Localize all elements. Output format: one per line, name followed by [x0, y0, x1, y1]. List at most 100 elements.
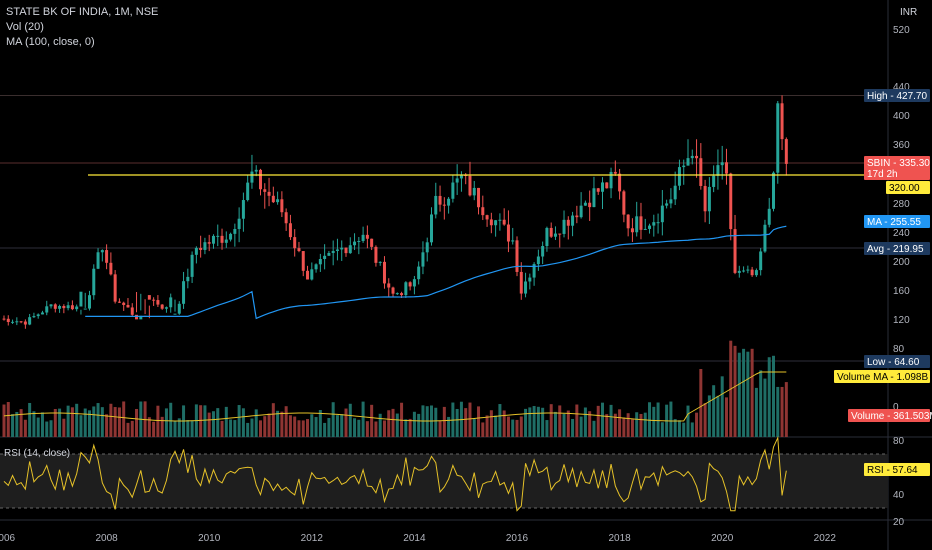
- candle-body[interactable]: [447, 198, 451, 206]
- candle-body[interactable]: [682, 165, 686, 168]
- candle-body[interactable]: [669, 199, 673, 204]
- candle-body[interactable]: [105, 250, 109, 263]
- candle-body[interactable]: [780, 103, 784, 140]
- candle-body[interactable]: [391, 287, 395, 294]
- candle-body[interactable]: [306, 270, 310, 280]
- candle-body[interactable]: [293, 237, 297, 249]
- candle-body[interactable]: [408, 282, 412, 287]
- candle-body[interactable]: [583, 202, 587, 206]
- candle-body[interactable]: [100, 250, 104, 253]
- candle-body[interactable]: [173, 313, 177, 315]
- candle-body[interactable]: [177, 303, 181, 314]
- candle-body[interactable]: [592, 188, 596, 208]
- candle-body[interactable]: [549, 227, 553, 237]
- candle-body[interactable]: [566, 219, 570, 226]
- candle-body[interactable]: [32, 316, 36, 318]
- candle-body[interactable]: [724, 162, 728, 174]
- candle-body[interactable]: [190, 254, 194, 277]
- candle-body[interactable]: [459, 174, 463, 179]
- candle-body[interactable]: [117, 301, 121, 303]
- candle-body[interactable]: [412, 279, 416, 287]
- candle-body[interactable]: [699, 158, 703, 186]
- candle-body[interactable]: [562, 219, 566, 234]
- candle-body[interactable]: [186, 276, 190, 282]
- candle-body[interactable]: [746, 269, 750, 271]
- candle-body[interactable]: [430, 214, 433, 243]
- candle-body[interactable]: [759, 251, 763, 271]
- candle-body[interactable]: [297, 248, 301, 252]
- candle-body[interactable]: [139, 315, 143, 320]
- candle-body[interactable]: [528, 277, 532, 282]
- candle-body[interactable]: [70, 305, 74, 310]
- candle-body[interactable]: [660, 205, 664, 223]
- candle-body[interactable]: [400, 293, 404, 296]
- candle-body[interactable]: [365, 234, 369, 239]
- candle-body[interactable]: [737, 270, 741, 273]
- candle-body[interactable]: [618, 173, 622, 192]
- candle-body[interactable]: [763, 224, 767, 252]
- candle-body[interactable]: [742, 270, 746, 272]
- candle-body[interactable]: [575, 215, 579, 218]
- candle-body[interactable]: [703, 185, 707, 212]
- candle-body[interactable]: [374, 246, 378, 263]
- candle-body[interactable]: [686, 158, 690, 166]
- candle-body[interactable]: [630, 228, 634, 233]
- candle-body[interactable]: [451, 182, 455, 199]
- candle-body[interactable]: [776, 103, 780, 173]
- candle-body[interactable]: [605, 182, 609, 189]
- candle-body[interactable]: [571, 215, 575, 226]
- candle-body[interactable]: [53, 304, 57, 309]
- candle-body[interactable]: [122, 302, 126, 305]
- candle-body[interactable]: [417, 266, 421, 280]
- candle-body[interactable]: [494, 220, 498, 226]
- candle-body[interactable]: [246, 182, 250, 201]
- candle-body[interactable]: [673, 185, 677, 200]
- candle-body[interactable]: [237, 218, 241, 230]
- volume-indicator-title[interactable]: Vol (20): [6, 21, 44, 33]
- candle-body[interactable]: [656, 222, 660, 224]
- candle-body[interactable]: [109, 262, 113, 275]
- candle-body[interactable]: [267, 191, 271, 196]
- candle-body[interactable]: [318, 259, 322, 265]
- candle-body[interactable]: [224, 239, 228, 243]
- candle-body[interactable]: [353, 241, 357, 246]
- candle-body[interactable]: [712, 175, 716, 187]
- candle-body[interactable]: [733, 229, 737, 273]
- candle-body[interactable]: [126, 304, 130, 308]
- candle-body[interactable]: [62, 305, 66, 309]
- candle-body[interactable]: [622, 191, 626, 215]
- candle-body[interactable]: [754, 270, 758, 276]
- candle-body[interactable]: [92, 268, 96, 296]
- candle-body[interactable]: [609, 171, 613, 189]
- symbol-title[interactable]: STATE BK OF INDIA, 1M, NSE: [6, 6, 159, 18]
- candle-body[interactable]: [477, 187, 481, 208]
- candle-body[interactable]: [335, 249, 339, 251]
- candle-body[interactable]: [241, 200, 245, 219]
- candle-body[interactable]: [348, 245, 352, 254]
- candle-body[interactable]: [370, 238, 374, 247]
- candle-body[interactable]: [130, 307, 134, 315]
- candle-body[interactable]: [729, 173, 733, 230]
- candle-body[interactable]: [425, 242, 429, 253]
- candle-body[interactable]: [506, 224, 510, 242]
- candle-body[interactable]: [558, 233, 562, 235]
- candle-body[interactable]: [707, 186, 711, 212]
- candle-body[interactable]: [45, 306, 49, 313]
- candle-body[interactable]: [648, 225, 652, 229]
- candle-body[interactable]: [250, 171, 254, 183]
- candle-body[interactable]: [66, 305, 70, 309]
- candle-body[interactable]: [75, 306, 79, 310]
- candle-body[interactable]: [596, 188, 600, 192]
- candle-body[interactable]: [588, 202, 592, 208]
- candle-body[interactable]: [259, 169, 262, 190]
- candle-body[interactable]: [331, 250, 335, 254]
- candle-body[interactable]: [772, 172, 775, 209]
- candle-body[interactable]: [88, 295, 91, 309]
- candle-body[interactable]: [211, 235, 215, 244]
- candle-body[interactable]: [387, 283, 391, 288]
- candle-body[interactable]: [327, 253, 331, 256]
- candle-body[interactable]: [280, 199, 284, 213]
- candle-body[interactable]: [83, 308, 87, 310]
- candle-body[interactable]: [156, 300, 160, 305]
- candle-body[interactable]: [579, 205, 583, 218]
